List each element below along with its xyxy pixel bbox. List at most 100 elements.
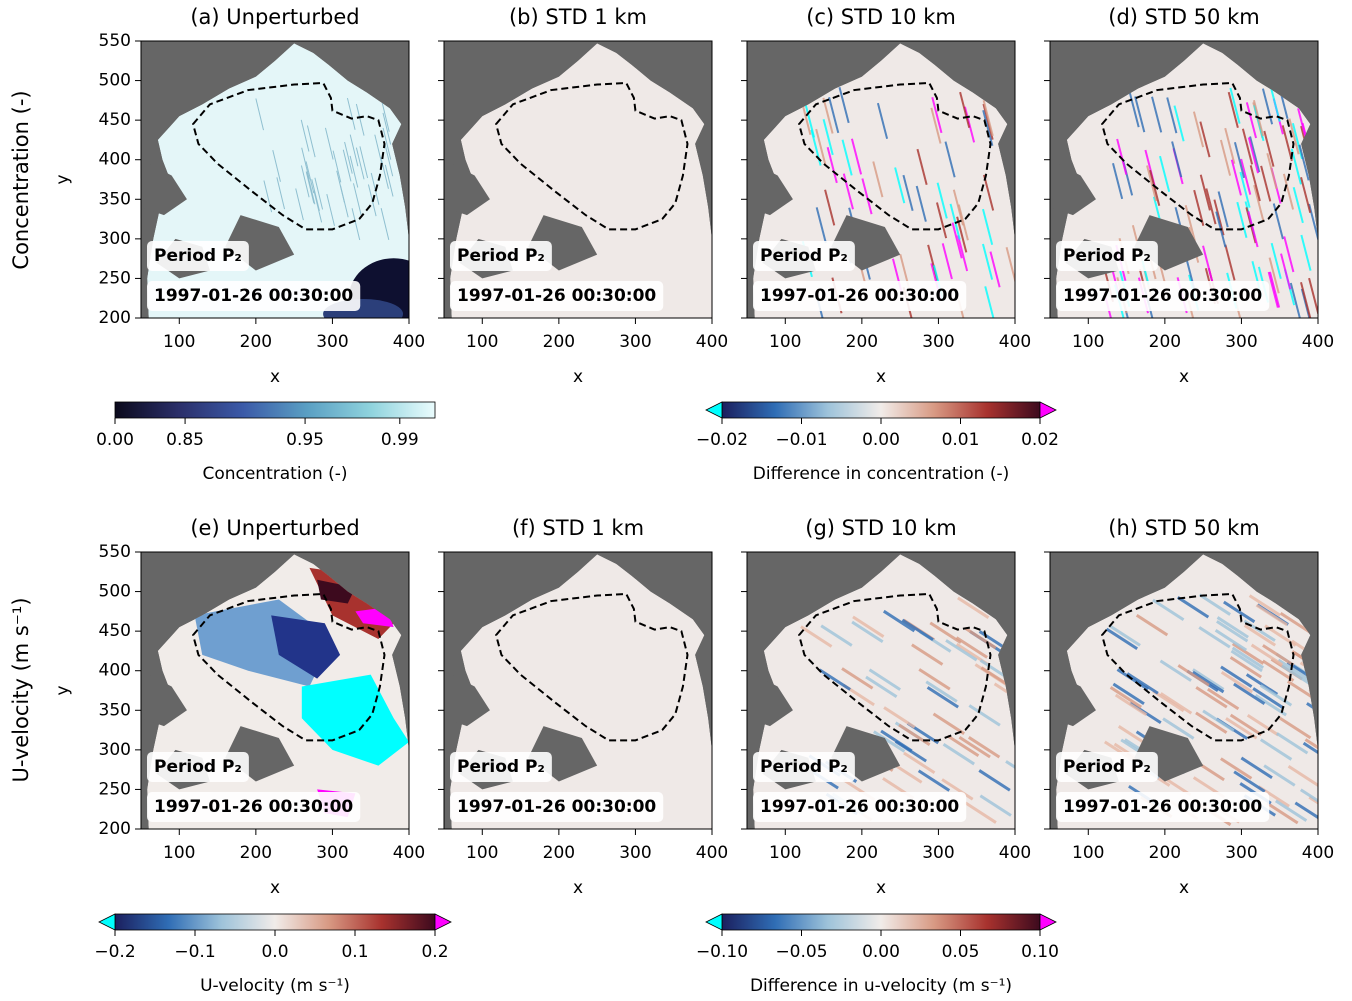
y-tick-label: 300 [99,740,131,760]
colorbar-tick-label: 0.01 [942,430,980,450]
annotation: 1997-01-26 00:30:00 [154,797,353,817]
y-axis-label: y [53,174,73,184]
x-tick-label: 200 [240,843,272,863]
y-tick-label: 200 [99,308,131,328]
figure: Concentration (-) U-velocity (m s⁻¹) (a) U… [0,0,1352,1001]
x-axis-label: x [1179,367,1189,387]
annotation: Period P₂ [154,757,242,777]
x-tick-label: 400 [696,332,728,352]
annotation: 1997-01-26 00:30:00 [760,797,959,817]
x-tick-label: 200 [543,332,575,352]
annotation: Period P₂ [760,246,848,266]
panel-title: (d) STD 50 km [1108,5,1259,29]
panel-title: (e) Unperturbed [190,516,359,540]
x-tick-label: 400 [696,843,728,863]
annotation: Period P₂ [154,246,242,266]
colorbar-extend [435,914,451,930]
x-tick-label: 400 [1302,843,1334,863]
x-axis-label: x [270,878,280,898]
y-tick-label: 400 [99,661,131,681]
colorbar-tick-label: −0.2 [94,942,135,962]
panel-title: (f) STD 1 km [512,516,644,540]
panel-title: (a) Unperturbed [190,5,359,29]
colorbar-tick-label: −0.01 [775,430,827,450]
panel: (g) STD 10 km100200300400xPeriod P₂1997-… [741,516,1037,898]
colorbar-tick-label: −0.05 [775,942,827,962]
colorbar-tick-label: 0.2 [421,942,448,962]
y-tick-label: 550 [99,31,131,51]
colorbar [115,914,435,930]
x-tick-label: 400 [393,843,425,863]
colorbar-tick-label: 0.05 [942,942,980,962]
x-tick-label: 100 [1072,332,1104,352]
panel: (c) STD 10 km100200300400xPeriod P₂1997-… [741,5,1031,387]
x-tick-label: 200 [1149,843,1181,863]
x-tick-label: 400 [1302,332,1334,352]
x-axis-label: x [270,367,280,387]
colorbar-tick-label: −0.02 [696,430,748,450]
x-tick-label: 400 [999,332,1031,352]
colorbar-tick-label: −0.10 [696,942,748,962]
annotation: 1997-01-26 00:30:00 [1063,797,1262,817]
row-title: Concentration (-) [9,90,33,269]
colorbar-label: Concentration (-) [202,464,347,484]
colorbar-label: Difference in concentration (-) [753,464,1010,484]
colorbar-label: U-velocity (m s⁻¹) [200,976,350,996]
colorbar-tick-label: 0.00 [862,430,900,450]
y-tick-label: 350 [99,700,131,720]
x-axis-label: x [573,878,583,898]
x-tick-label: 100 [466,843,498,863]
x-tick-label: 300 [922,332,954,352]
annotation: Period P₂ [457,757,545,777]
y-axis-label: y [53,685,73,695]
x-tick-label: 300 [922,843,954,863]
colorbar-extend [1040,914,1056,930]
colorbar-tick-label: 0.10 [1021,942,1059,962]
y-tick-label: 500 [99,71,131,91]
colorbar [722,402,1040,418]
y-tick-label: 350 [99,189,131,209]
y-tick-label: 450 [99,621,131,641]
x-axis-label: x [573,367,583,387]
y-tick-label: 400 [99,150,131,170]
annotation: 1997-01-26 00:30:00 [457,797,656,817]
panel: (b) STD 1 km100200300400xPeriod P₂1997-0… [438,5,728,387]
x-axis-label: x [1179,878,1189,898]
annotation: 1997-01-26 00:30:00 [760,286,959,306]
annotation: 1997-01-26 00:30:00 [1063,286,1262,306]
y-tick-label: 500 [99,582,131,602]
annotation: 1997-01-26 00:30:00 [154,286,353,306]
panel: (h) STD 50 km100200300400xPeriod P₂1997-… [1044,516,1340,898]
x-tick-label: 100 [769,332,801,352]
y-tick-label: 250 [99,268,131,288]
x-tick-label: 100 [769,843,801,863]
x-tick-label: 100 [163,332,195,352]
x-axis-label: x [876,367,886,387]
annotation: 1997-01-26 00:30:00 [457,286,656,306]
x-tick-label: 100 [1072,843,1104,863]
colorbar-tick-label: 0.00 [862,942,900,962]
x-tick-label: 200 [846,332,878,352]
panel: (e) Unperturbed1002003004002002503003504… [53,516,425,898]
y-tick-label: 550 [99,542,131,562]
x-tick-label: 100 [163,843,195,863]
colorbar-extend [1040,402,1056,418]
colorbar-label: Difference in u-velocity (m s⁻¹) [750,976,1012,996]
x-axis-label: x [876,878,886,898]
x-tick-label: 300 [316,843,348,863]
colorbar-extend [706,402,722,418]
low-conc [349,258,439,338]
colorbar-extend [706,914,722,930]
annotation: Period P₂ [457,246,545,266]
colorbar-tick-label: 0.02 [1021,430,1059,450]
x-tick-label: 300 [1225,843,1257,863]
panel: (f) STD 1 km100200300400xPeriod P₂1997-0… [438,516,728,898]
annotation: Period P₂ [1063,757,1151,777]
colorbar-tick-label: 0.0 [261,942,288,962]
panel-title: (g) STD 10 km [805,516,956,540]
y-tick-label: 300 [99,229,131,249]
colorbar-tick-label: 0.85 [166,430,204,450]
x-tick-label: 400 [393,332,425,352]
y-tick-label: 200 [99,819,131,839]
